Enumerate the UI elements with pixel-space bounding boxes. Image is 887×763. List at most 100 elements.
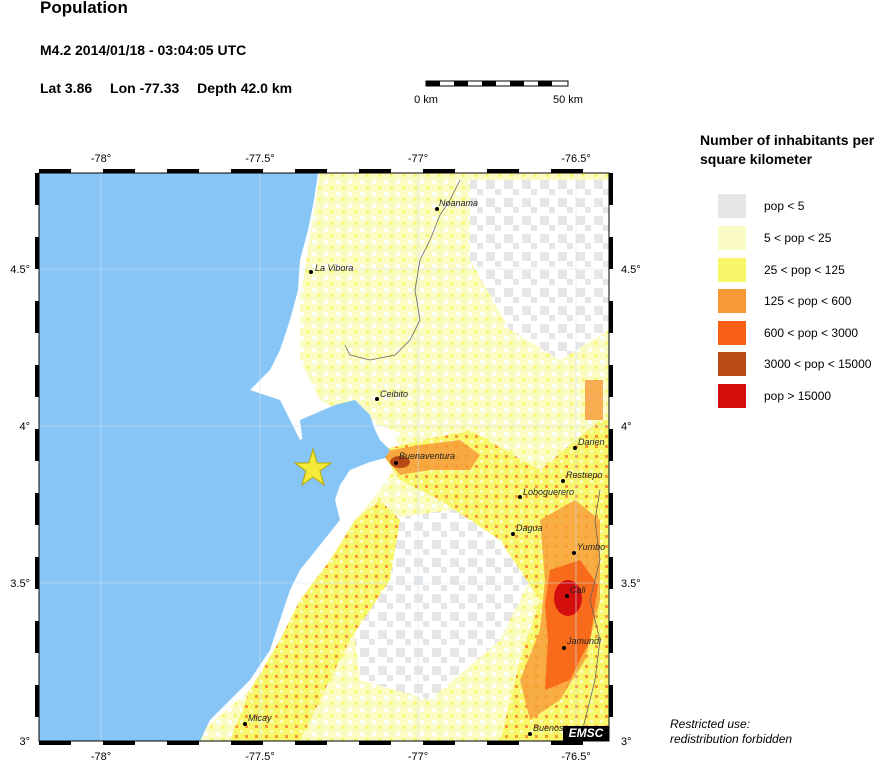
restricted-line-2: redistribution forbidden (670, 732, 793, 746)
frame-segment (487, 741, 519, 745)
legend-title: Number of inhabitants per square kilomet… (700, 132, 875, 167)
frame-segment (551, 169, 583, 173)
lat-tick-left: 3.5° (10, 578, 30, 590)
frame-segment (609, 429, 613, 461)
star-icon (293, 447, 333, 487)
legend-swatch (718, 226, 746, 250)
frame-segment (609, 237, 613, 269)
sea-area (39, 173, 390, 741)
frame-segment (35, 557, 39, 589)
lat-label: Lat 3.86 (40, 80, 93, 96)
lon-tick-bottom: -78° (91, 751, 111, 763)
frame-segment (231, 741, 263, 745)
lon-tick-top: -76.5° (561, 153, 590, 165)
frame-segment (609, 685, 613, 717)
city-label-noanama: Noanama (439, 198, 478, 208)
frame-segment (609, 301, 613, 333)
legend-swatch (718, 384, 746, 408)
lat-tick-left: 4° (19, 421, 30, 433)
frame-segment (551, 741, 583, 745)
frame-segment (609, 365, 613, 397)
frame-segment (231, 169, 263, 173)
frame-segment (35, 173, 39, 205)
frame-segment (35, 685, 39, 717)
frame-segment (423, 741, 455, 745)
pop-gray-area (470, 180, 609, 360)
event-coordinates: Lat 3.86 Lon -77.33 Depth 42.0 km (40, 80, 306, 96)
frame-segment (167, 741, 199, 745)
legend-swatch (718, 258, 746, 282)
emsc-logo: EMSC (563, 726, 609, 741)
frame-segment (359, 741, 391, 745)
lon-label: Lon -77.33 (110, 80, 180, 96)
frame-segment (167, 169, 199, 173)
legend-swatch (718, 352, 746, 376)
legend-label: 3000 < pop < 15000 (764, 357, 872, 371)
legend-label: 125 < pop < 600 (764, 294, 852, 308)
bay-area (300, 400, 378, 470)
lon-tick-top: -77° (408, 153, 428, 165)
pop-yellow-coast (230, 500, 400, 741)
legend-swatch (718, 321, 746, 345)
lon-tick-bottom: -76.5° (561, 751, 590, 763)
frame-segment (295, 741, 327, 745)
lat-tick-left: 4.5° (10, 264, 30, 276)
page-title: Population (40, 0, 128, 17)
city-label-jamundi: Jamundi (566, 636, 602, 646)
frame-segment (103, 169, 135, 173)
scale-end-label: 50 km (553, 94, 583, 106)
lat-tick-left: 3° (19, 736, 30, 748)
lon-tick-bottom: -77° (408, 751, 428, 763)
department-border (344, 179, 601, 741)
lon-tick-bottom: -77.5° (245, 751, 274, 763)
city-label-loboguerero: Loboguerero (523, 487, 574, 497)
restricted-line-1: Restricted use: (670, 717, 751, 731)
frame-segment (103, 741, 135, 745)
city-markers (243, 207, 577, 736)
city-label-restrepo: Restrepo (566, 470, 603, 480)
frame-segment (35, 621, 39, 653)
city-label-micay: Micay (248, 713, 272, 723)
legend-label: 600 < pop < 3000 (764, 326, 859, 340)
scale-start-label: 0 km (414, 94, 438, 106)
city-label-ceibito: Ceibito (380, 389, 408, 399)
frame-segment (609, 173, 613, 205)
pop-cali-core (554, 580, 582, 616)
legend-swatch (718, 289, 746, 313)
restricted-notice: Restricted use: redistribution forbidden (670, 717, 792, 747)
depth-label: Depth 42.0 km (197, 80, 293, 96)
frame-segment (359, 169, 391, 173)
scale-bar (425, 80, 569, 87)
lat-tick-right: 3° (621, 736, 632, 748)
lon-tick-top: -78° (91, 153, 111, 165)
pop-buenaventura-core (390, 456, 410, 468)
city-label-cali: Cali (570, 585, 587, 595)
legend-label: pop > 15000 (764, 389, 832, 403)
lat-tick-right: 4° (621, 421, 632, 433)
frame-segment (35, 237, 39, 269)
lat-tick-right: 4.5° (621, 264, 641, 276)
frame-segment (35, 493, 39, 525)
map-frame-ticks (35, 169, 613, 745)
event-info: M4.2 2014/01/18 - 03:04:05 UTC (40, 42, 247, 58)
frame-segment (35, 301, 39, 333)
frame-segment (609, 557, 613, 589)
lat-tick-right: 3.5° (621, 578, 641, 590)
legend-swatch (718, 194, 746, 218)
frame-segment (35, 365, 39, 397)
frame-segment (423, 169, 455, 173)
legend-label: pop < 5 (764, 199, 805, 213)
frame-segment (39, 741, 71, 745)
frame-segment (487, 169, 519, 173)
legend-label: 5 < pop < 25 (764, 231, 832, 245)
frame-segment (609, 621, 613, 653)
pop-orange-spots (585, 380, 603, 420)
city-label-dagua: Dagua (516, 523, 543, 533)
city-label-yumbo: Yumbo (577, 542, 605, 552)
frame-segment (39, 169, 71, 173)
frame-segment (295, 169, 327, 173)
lon-tick-top: -77.5° (245, 153, 274, 165)
city-label-buenos: Buenos (533, 723, 564, 733)
legend-label: 25 < pop < 125 (764, 263, 845, 277)
